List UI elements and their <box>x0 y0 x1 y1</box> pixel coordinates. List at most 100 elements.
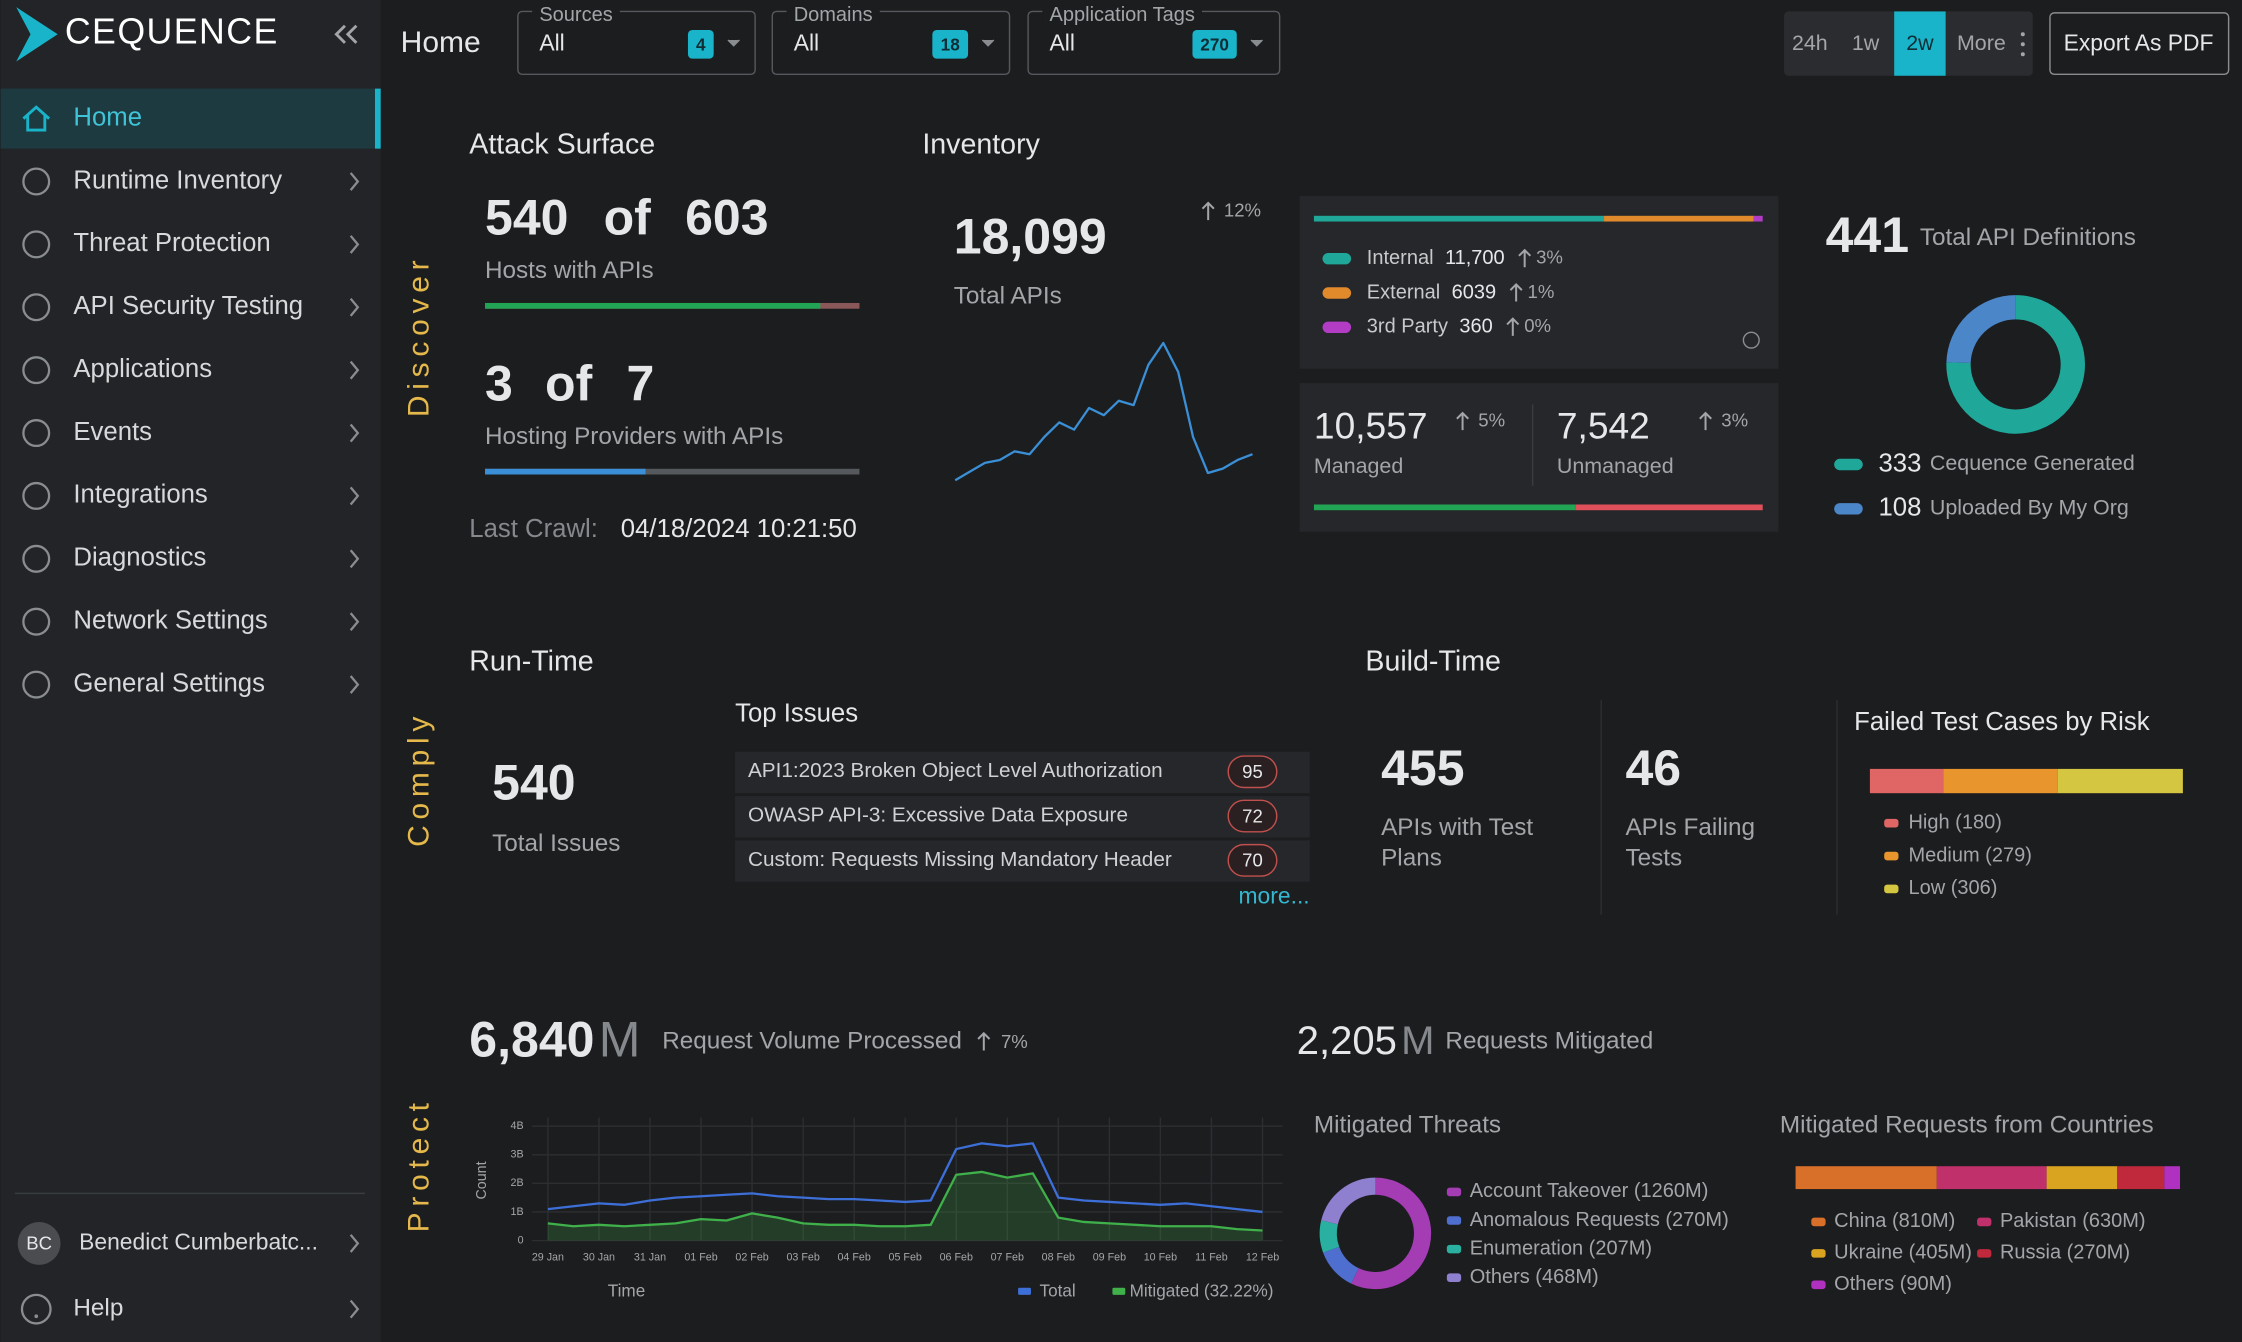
export-label[interactable]: Export As PDF <box>2064 29 2214 55</box>
user-name[interactable]: Benedict Cumberbatc... <box>79 1228 318 1254</box>
nav-item[interactable]: General Settings <box>73 669 265 697</box>
more-link[interactable]: more... <box>1239 883 1310 909</box>
nav-chevron <box>349 675 360 694</box>
trend: 0% <box>1524 315 1551 336</box>
trend: 3% <box>1721 410 1748 431</box>
bar-segment <box>1313 504 1576 511</box>
bar-segment <box>2046 1166 2118 1190</box>
nav-item[interactable]: Events <box>73 418 152 446</box>
nav-chevron <box>349 172 360 191</box>
nav-item[interactable]: API Security Testing <box>73 292 303 320</box>
nav-chevron <box>349 235 360 254</box>
filter-box[interactable] <box>517 10 756 76</box>
issue-badge <box>1227 843 1278 877</box>
section-title: Inventory <box>922 128 1040 160</box>
x-tick-label: 07 Feb <box>991 1252 1024 1264</box>
bar-segment <box>2117 1166 2165 1190</box>
legend-swatch <box>1018 1287 1031 1295</box>
filter-caret <box>1250 39 1263 47</box>
logo <box>16 7 58 62</box>
range-button[interactable]: 2w <box>1906 31 1934 55</box>
donut-segment <box>1946 295 2017 364</box>
donut-segment <box>1323 1246 1360 1284</box>
x-tick-label: 10 Feb <box>1144 1252 1177 1264</box>
legend-label: China (810M) <box>1834 1210 1955 1232</box>
crawl-label: Last Crawl: <box>469 515 598 543</box>
legend-swatch <box>1446 1216 1462 1225</box>
y-tick-label: 1B <box>511 1206 524 1218</box>
nav-item[interactable]: Applications <box>73 355 212 383</box>
crawl-date: 04/18/2024 10:21:50 <box>621 515 857 543</box>
stat-label: Managed <box>1314 454 1403 478</box>
legend-swatch <box>1112 1287 1126 1295</box>
stat: 10,557 <box>1314 405 1428 447</box>
nav-chevron <box>349 1234 360 1253</box>
legend-label: High (180) <box>1908 811 2001 833</box>
line <box>954 341 1253 482</box>
text-line: Plans <box>1381 845 1442 872</box>
legend-value: 360 <box>1459 316 1492 338</box>
bar-segment <box>2057 768 2183 794</box>
progress-bar <box>485 468 646 475</box>
nav-item[interactable]: Home <box>73 103 142 131</box>
help[interactable]: Help <box>73 1295 123 1322</box>
collapse-button[interactable] <box>334 24 358 44</box>
range-button[interactable]: 24h <box>1792 31 1828 55</box>
range-button[interactable]: 1w <box>1852 31 1880 55</box>
trend: 3% <box>1536 247 1563 268</box>
nav-chevron <box>349 612 360 632</box>
trend-arrow <box>977 1031 991 1051</box>
nav-icon <box>22 607 51 636</box>
x-tick-label: 08 Feb <box>1042 1252 1075 1264</box>
filter-count: 270 <box>1200 34 1229 54</box>
x-tick-label: 05 Feb <box>889 1252 922 1264</box>
nav-item[interactable]: Integrations <box>73 481 207 509</box>
filter-value: All <box>794 29 819 55</box>
legend-swatch <box>1446 1187 1462 1197</box>
nav-item[interactable]: Diagnostics <box>73 544 206 572</box>
nav-icon <box>22 167 51 196</box>
x-axis-label: Time <box>608 1281 645 1301</box>
legend-label: Uploaded By My Org <box>1930 495 2129 519</box>
range-button[interactable]: More <box>1957 31 2006 55</box>
trend: 1% <box>1528 281 1555 302</box>
filter-label-gap <box>786 5 880 26</box>
legend-swatch <box>1834 458 1863 471</box>
y-tick-label: 2B <box>511 1177 524 1189</box>
nav-chevron <box>349 549 360 569</box>
nav-item[interactable]: Network Settings <box>73 606 267 634</box>
legend-swatch <box>1977 1217 1992 1227</box>
issue-badge <box>1227 799 1278 833</box>
stat: 7 <box>627 356 655 412</box>
stat: 441 <box>1826 207 1909 263</box>
bar-segment <box>1575 504 1763 511</box>
legend-swatch <box>1322 287 1352 299</box>
legend-swatch <box>1834 503 1863 515</box>
x-tick-label: 09 Feb <box>1093 1252 1126 1264</box>
filter-label: Application Tags <box>1050 4 1195 26</box>
stat-label: Hosting Providers with APIs <box>485 423 783 450</box>
nav-chevron <box>349 423 360 443</box>
export-button[interactable] <box>2049 12 2230 76</box>
filter-value: All <box>539 29 564 55</box>
section-label: Protect <box>403 1097 436 1232</box>
donut-segment <box>1351 1177 1432 1290</box>
nav-item[interactable]: Runtime Inventory <box>73 166 282 194</box>
section-title: Run-Time <box>469 646 593 678</box>
nav-icon <box>22 293 51 322</box>
stat: 603 <box>685 190 768 246</box>
legend-label: Total <box>1040 1281 1076 1301</box>
nav-highlight[interactable] <box>0 88 375 149</box>
stat-unit: M <box>1401 1019 1434 1063</box>
nav-item[interactable]: Threat Protection <box>73 229 270 257</box>
issue-row[interactable] <box>735 751 1310 794</box>
legend-value: 11,700 <box>1445 247 1505 269</box>
issue-row[interactable] <box>735 796 1310 838</box>
nav-icon <box>22 105 51 132</box>
stat-label: Total Issues <box>492 830 620 857</box>
filter-box[interactable] <box>771 10 1011 76</box>
issue-row[interactable] <box>735 840 1310 882</box>
legend-swatch <box>1811 1280 1826 1290</box>
